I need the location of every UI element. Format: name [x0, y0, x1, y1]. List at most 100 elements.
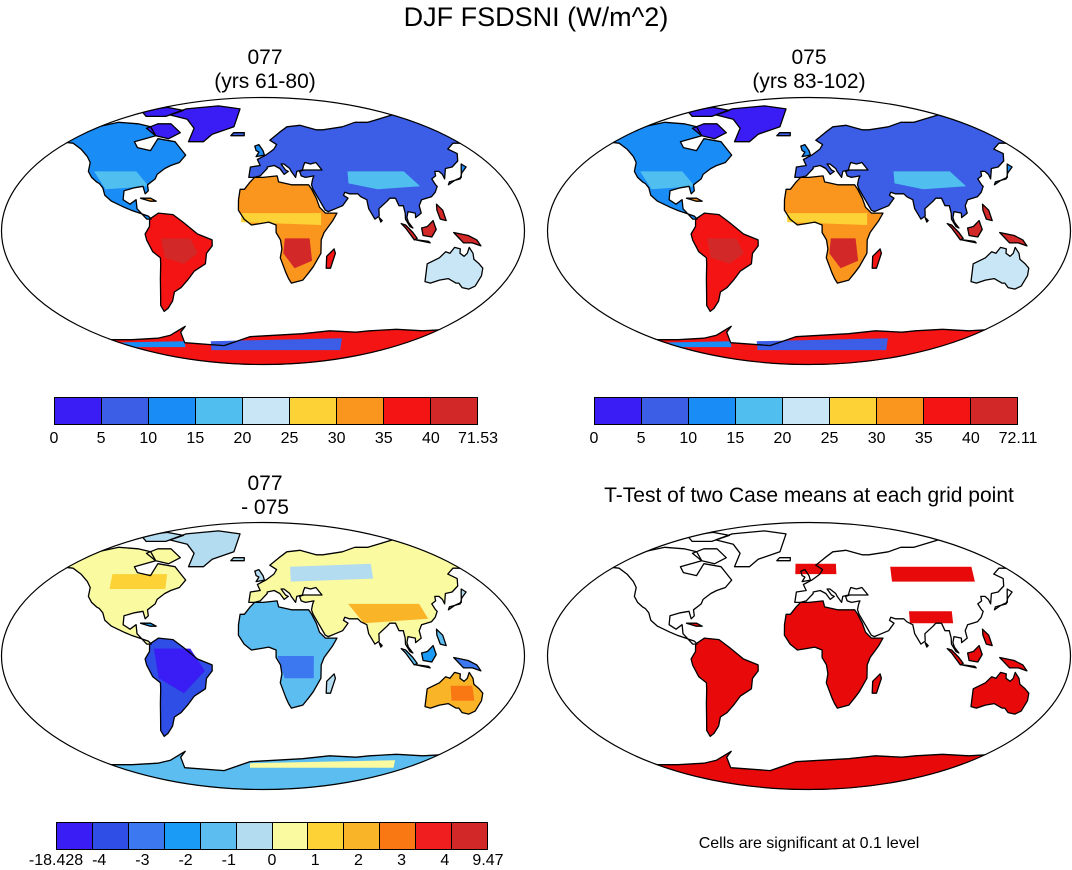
- coastline-baffin: [691, 123, 727, 140]
- landmass-newZealand: [1041, 708, 1061, 725]
- colorbar-tick-label: 3: [397, 852, 407, 869]
- landmass-borneo: [967, 220, 983, 237]
- landmass-greenland: [715, 530, 786, 567]
- colorbar-swatch: [200, 823, 237, 849]
- landmass-britain: [800, 144, 811, 157]
- value-region: [756, 338, 888, 351]
- coastline-africa: [237, 175, 338, 284]
- coastline-java: [415, 239, 431, 244]
- coastline-australia: [424, 671, 484, 715]
- coastline-japan: [447, 588, 467, 611]
- colorbar-tick-label: -4: [92, 852, 107, 869]
- colorbar-tick-label: 5: [636, 430, 646, 447]
- value-region: [893, 171, 967, 190]
- coastline-southAmerica: [690, 212, 759, 313]
- coastline-cuba: [685, 622, 703, 627]
- landmass-southAmerica: [691, 638, 759, 737]
- colorbar-tick-label: 71.53: [457, 430, 499, 447]
- landmass-newGuinea: [999, 232, 1027, 246]
- landmass-borneo: [421, 645, 437, 662]
- colorbar-tick-label: 2: [353, 852, 363, 869]
- coastline-cuba: [685, 197, 703, 202]
- map-outline: [546, 96, 1072, 366]
- colorbar-swatch: [924, 398, 971, 424]
- coastline-philippines: [435, 203, 447, 222]
- landmass-newZealand: [1041, 283, 1061, 300]
- landmass-newZealand: [495, 283, 515, 300]
- value-region: [277, 656, 314, 679]
- coastline-greenland: [715, 105, 787, 143]
- landmass-greenland: [169, 530, 240, 567]
- colorbar-tick-label: 20: [773, 430, 792, 447]
- coastline-newGuinea: [999, 656, 1028, 672]
- colorbar-swatch: [236, 823, 273, 849]
- coastline-borneo: [420, 644, 437, 663]
- coastline-sriLanka: [378, 216, 383, 223]
- landmass-australia: [971, 672, 1029, 715]
- landmass-newGuinea: [999, 657, 1027, 671]
- colorbar-swatch: [877, 398, 924, 424]
- colorbar-swatch: [736, 398, 783, 424]
- colorbar-tick-label: -1: [221, 852, 236, 869]
- coastline-cuba: [139, 622, 157, 627]
- value-region: [248, 198, 281, 211]
- colorbar-tick-label: 5: [96, 430, 106, 447]
- value-region: [249, 760, 396, 768]
- value-region: [707, 238, 744, 264]
- coastline-newZealand: [1041, 282, 1062, 301]
- coastline-java: [961, 239, 977, 244]
- coastline-baffin: [145, 123, 181, 140]
- coastline-iceland: [230, 557, 245, 562]
- coastline-britain: [254, 568, 266, 583]
- map-outline: [0, 96, 526, 366]
- coastline-sriLanka: [924, 641, 929, 648]
- landmass-australia: [971, 247, 1029, 290]
- colorbar-swatch: [102, 398, 149, 424]
- colorbar-tick-label: 1: [310, 852, 320, 869]
- landmass-philippines: [982, 629, 993, 646]
- colorbar-diff: [56, 822, 488, 850]
- coastline-newZealand: [495, 282, 516, 301]
- panel-077-title-line2: (yrs 61-80): [214, 70, 316, 93]
- coastline-sriLanka: [924, 216, 929, 223]
- colorbar-tick-label: 10: [679, 430, 698, 447]
- colorbar-tick-label: 40: [961, 430, 980, 447]
- landmass-britain: [254, 569, 265, 582]
- coastline-iceland: [230, 132, 245, 137]
- landmass-australia: [425, 247, 483, 290]
- coastline-borneo: [420, 219, 437, 238]
- colorbar-swatch: [971, 398, 1017, 424]
- colorbar-tick-label: 9.47: [472, 852, 504, 869]
- map-outline: [0, 521, 526, 791]
- coastline-greenland: [169, 530, 241, 568]
- colorbar-tick-label: 30: [867, 430, 886, 447]
- landmass-iceland: [230, 132, 245, 136]
- landmass-sumatra: [401, 223, 418, 240]
- landmass-africa: [784, 600, 883, 709]
- colorbar-tick-label: 25: [280, 430, 299, 447]
- value-region: [94, 171, 149, 190]
- coastline-africa: [237, 600, 338, 709]
- colorbar-swatch: [384, 398, 431, 424]
- panel-diff-title-line1: 077: [247, 472, 283, 495]
- colorbar-swatch: [452, 823, 488, 849]
- coastline-baffin: [691, 548, 727, 565]
- landmass-africa: [238, 600, 337, 709]
- coastline-australia: [970, 671, 1030, 715]
- landmass-philippines: [982, 204, 993, 221]
- landmass-southAmerica: [145, 213, 213, 312]
- map-panel-diff: [0, 521, 526, 791]
- coastline-greenland: [169, 105, 241, 143]
- map-panel-077: [0, 96, 526, 366]
- colorbar-tick-label: 25: [820, 430, 839, 447]
- landmass-newZealand: [495, 708, 515, 725]
- colorbar-tick-label: 40: [421, 430, 440, 447]
- colorbar-075: [594, 397, 1018, 425]
- map-panel-075: [546, 96, 1072, 366]
- value-region: [829, 238, 859, 269]
- coastline-africa: [783, 175, 884, 284]
- colorbar-tick-label: 0: [589, 430, 599, 447]
- landmass-philippines: [436, 629, 447, 646]
- panel-075-title-line1: 075: [791, 46, 827, 69]
- coastline-borneo: [966, 219, 983, 238]
